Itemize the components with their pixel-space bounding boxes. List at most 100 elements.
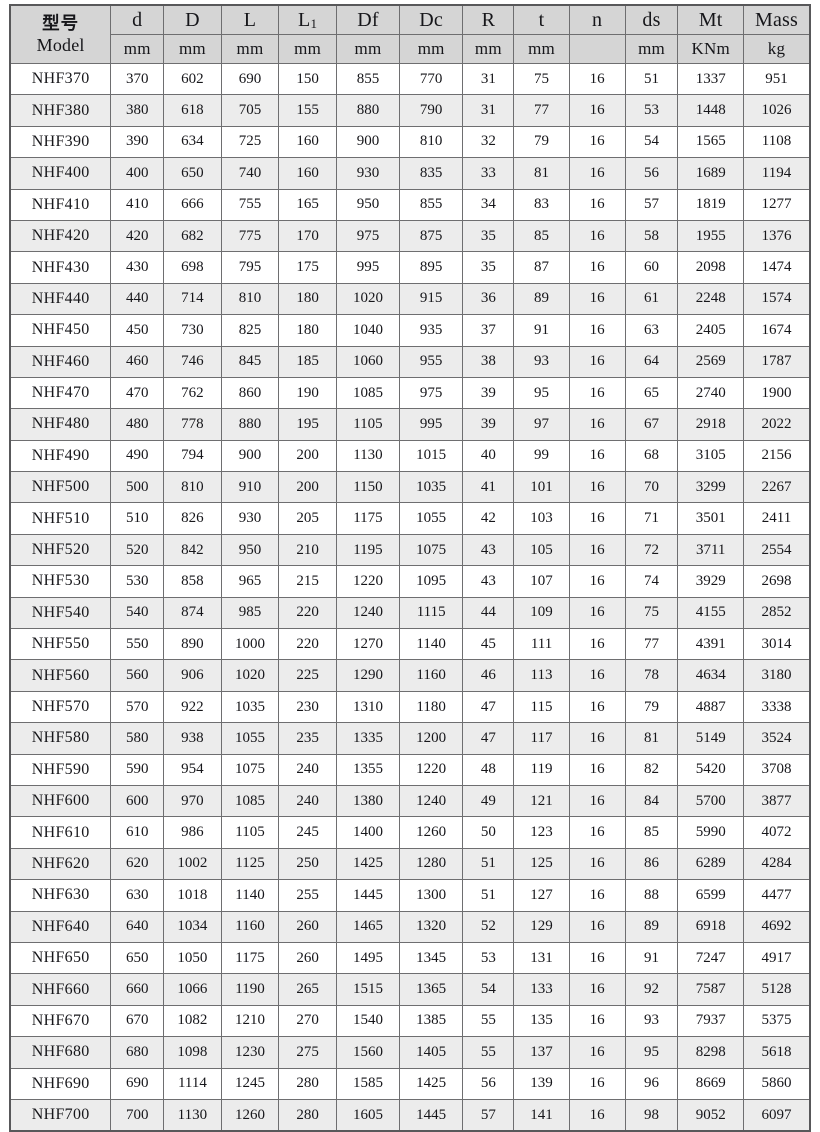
header-unit-L1: mm — [278, 34, 337, 64]
symbol-base: ds — [642, 8, 661, 31]
cell-t: 109 — [513, 596, 570, 630]
table-row: NHF640 640 1034 1160 260 1465 1320 52 129 16 89 691… — [9, 910, 811, 943]
table-row: NHF600 600 970 1085 240 1380 1240 49 121 16 84 5700… — [9, 784, 811, 818]
cell-ds: 82 — [624, 753, 679, 786]
table-row: NHF570 570 922 1035 230 1310 1180 47 115 16 79 4887… — [9, 690, 811, 724]
cell-D: 954 — [163, 753, 222, 786]
cell-Mass: 3014 — [743, 628, 811, 661]
cell-Df: 1335 — [335, 722, 401, 755]
cell-R: 49 — [462, 784, 515, 818]
cell-ds: 56 — [624, 157, 679, 190]
header-unit-Dc: mm — [399, 34, 464, 64]
header-symbol-Mass: Mass — [743, 4, 811, 35]
cell-d: 440 — [110, 282, 165, 316]
cell-Mt: 3711 — [677, 533, 744, 567]
cell-Dc: 1365 — [399, 973, 464, 1006]
cell-n: 16 — [568, 125, 626, 159]
cell-t: 99 — [513, 439, 570, 473]
cell-Df: 1195 — [335, 533, 401, 567]
symbol-subscript: 1 — [310, 15, 318, 31]
cell-Mt: 4391 — [677, 628, 744, 661]
cell-L: 860 — [220, 376, 280, 410]
cell-R: 33 — [462, 157, 515, 190]
cell-L1: 245 — [278, 816, 337, 849]
cell-model: NHF490 — [9, 439, 112, 473]
cell-Df: 1495 — [335, 941, 401, 975]
cell-R: 50 — [462, 816, 515, 849]
cell-D: 682 — [163, 219, 222, 253]
cell-n: 16 — [568, 219, 626, 253]
cell-Dc: 855 — [399, 188, 464, 221]
cell-D: 1114 — [163, 1067, 222, 1100]
cell-Df: 1150 — [335, 471, 401, 504]
cell-model: NHF370 — [9, 62, 112, 96]
cell-Mt: 1337 — [677, 62, 744, 96]
cell-Dc: 1240 — [399, 784, 464, 818]
cell-Mass: 4477 — [743, 879, 811, 912]
cell-Mass: 3180 — [743, 659, 811, 692]
cell-L: 930 — [220, 502, 280, 535]
cell-n: 16 — [568, 345, 626, 378]
cell-Dc: 1425 — [399, 1067, 464, 1100]
cell-R: 31 — [462, 94, 515, 127]
cell-model: NHF410 — [9, 188, 112, 221]
cell-D: 842 — [163, 533, 222, 567]
cell-Mt: 1955 — [677, 219, 744, 253]
cell-d: 510 — [110, 502, 165, 535]
cell-Df: 1270 — [335, 628, 401, 661]
cell-L: 1085 — [220, 784, 280, 818]
cell-Dc: 1385 — [399, 1004, 464, 1038]
cell-L: 795 — [220, 251, 280, 284]
table-row: NHF540 540 874 985 220 1240 1115 44 109 16 75 4155 2… — [9, 596, 811, 630]
cell-D: 730 — [163, 314, 222, 347]
cell-t: 111 — [513, 628, 570, 661]
cell-L: 880 — [220, 408, 280, 441]
cell-L: 1140 — [220, 879, 280, 912]
cell-n: 16 — [568, 753, 626, 786]
symbol-base: L — [298, 8, 311, 31]
table-row: NHF510 510 826 930 205 1175 1055 42 103 16 71 3501 2… — [9, 502, 811, 535]
cell-n: 16 — [568, 722, 626, 755]
cell-d: 380 — [110, 94, 165, 127]
cell-Mt: 6918 — [677, 910, 744, 943]
table-row: NHF520 520 842 950 210 1195 1075 43 105 16 72 3711 2… — [9, 533, 811, 567]
cell-ds: 75 — [624, 596, 679, 630]
cell-L1: 260 — [278, 910, 337, 943]
cell-n: 16 — [568, 973, 626, 1006]
cell-Mt: 4634 — [677, 659, 744, 692]
header-row-units: mm mm mm mm mm mm mm mm mm KNm kg — [10, 34, 811, 64]
cell-L: 1055 — [220, 722, 280, 755]
header-symbol-Df: Df — [335, 4, 401, 35]
cell-Mass: 5618 — [743, 1036, 811, 1069]
cell-L: 825 — [220, 314, 280, 347]
cell-t: 123 — [513, 816, 570, 849]
cell-R: 35 — [462, 251, 515, 284]
cell-R: 47 — [462, 690, 515, 724]
cell-model: NHF670 — [9, 1004, 112, 1038]
cell-D: 986 — [163, 816, 222, 849]
table-row: NHF420 420 682 775 170 975 875 35 85 16 58 1955 1376 — [9, 219, 811, 253]
header-symbol-Dc: Dc — [399, 4, 464, 35]
cell-L: 725 — [220, 125, 280, 159]
cell-Mt: 2918 — [677, 408, 744, 441]
cell-n: 16 — [568, 502, 626, 535]
cell-L: 1020 — [220, 659, 280, 692]
cell-Mt: 5700 — [677, 784, 744, 818]
cell-n: 16 — [568, 1036, 626, 1069]
cell-t: 129 — [513, 910, 570, 943]
cell-Df: 1605 — [335, 1098, 401, 1132]
cell-Dc: 1055 — [399, 502, 464, 535]
cell-Df: 1540 — [335, 1004, 401, 1038]
symbol-base: D — [185, 8, 200, 31]
cell-L: 1125 — [220, 847, 280, 881]
cell-model: NHF570 — [9, 690, 112, 724]
cell-D: 1130 — [163, 1098, 222, 1132]
cell-ds: 77 — [624, 628, 679, 661]
cell-Df: 930 — [335, 157, 401, 190]
cell-model: NHF450 — [9, 314, 112, 347]
cell-L: 690 — [220, 62, 280, 96]
cell-ds: 54 — [624, 125, 679, 159]
cell-t: 113 — [513, 659, 570, 692]
